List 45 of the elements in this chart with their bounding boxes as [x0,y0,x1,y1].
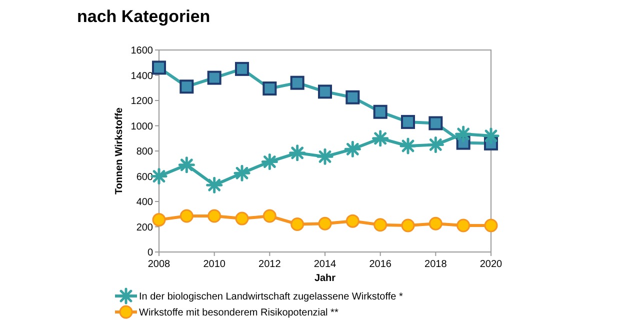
y-tick-label: 400 [136,197,154,208]
point [428,216,442,230]
point [318,216,332,230]
x-tick-label: 2016 [369,259,392,270]
x-tick-label: 2012 [258,259,282,270]
point [207,70,222,85]
y-tick-label: 1200 [130,96,154,107]
y-axis-title: Tonnen Wirkstoffe [114,107,125,194]
y-tick-label: 800 [136,146,154,158]
point [180,209,194,223]
point [374,218,388,232]
legend-label: Wirkstoffe mit besonderem Risikopotenzial ** [139,308,338,318]
point [235,62,249,76]
y-tick-label: 200 [136,222,154,234]
point [456,218,470,232]
point [290,76,304,90]
point [152,213,166,227]
point [152,60,166,75]
x-tick-label: 2010 [203,259,226,270]
x-tick-label: 2018 [424,259,448,270]
point [428,116,443,130]
x-tick-label: 2008 [148,259,171,270]
y-tick-label: 1600 [130,46,154,56]
point [208,209,222,223]
point [484,218,498,232]
point [346,90,360,104]
y-tick-label: 1000 [130,121,154,132]
point [401,114,415,129]
point [318,84,332,99]
legend-label: In der biologischen Landwirtschaft zugelassene Wirkstoffe * [139,292,403,302]
x-axis-title: Jahr [314,273,336,284]
point [180,80,194,94]
point [235,212,249,226]
point [373,104,388,119]
point [290,217,304,231]
point [262,209,276,223]
y-tick-label: 1400 [130,70,154,82]
y-tick-label: 600 [136,172,154,183]
chart-title: nach Kategorien [77,7,210,26]
point [346,214,360,228]
point [262,82,277,96]
point [401,218,415,232]
y-tick-label: 0 [147,248,154,258]
x-tick-label: 2014 [314,259,337,270]
x-tick-label: 2020 [480,259,503,270]
